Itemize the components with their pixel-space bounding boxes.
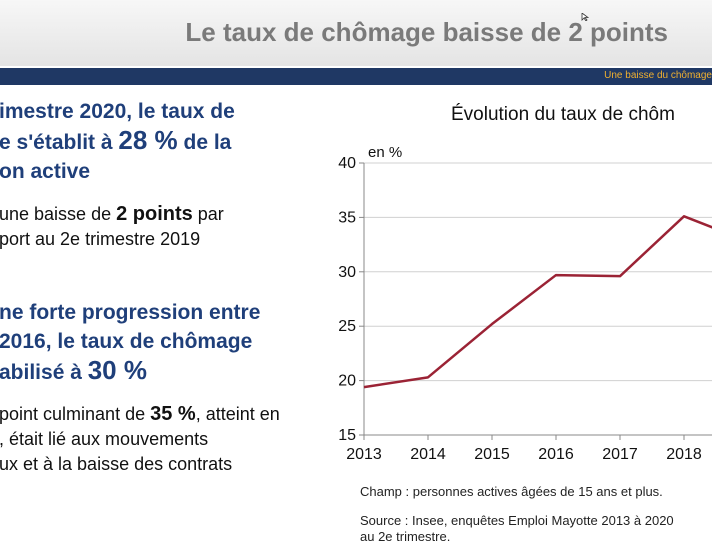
x-tick-label-2018: 2018	[666, 446, 702, 463]
series-group	[363, 215, 712, 389]
x-tick-label-2017: 2017	[602, 446, 638, 463]
x-tick-labels: 2013 2014 2015 2016 2017 2018	[346, 446, 702, 463]
block2-heading: ne forte progression entre 2016, le taux…	[0, 298, 260, 387]
block2-heading-line2: 2016, le taux de chômage	[0, 330, 253, 353]
axes	[359, 162, 712, 440]
block1-heading-line1: imestre 2020, le taux de	[0, 100, 235, 123]
block1-heading: imestre 2020, le taux de e s'établit à 2…	[0, 97, 235, 186]
section-bar-text: Une baisse du chômage	[604, 70, 712, 81]
grid-lines	[364, 162, 712, 382]
block1-heading-line3: on active	[0, 160, 91, 183]
y-tick-label-40: 40	[338, 155, 356, 172]
y-tick-label-15: 15	[338, 427, 356, 444]
y-tick-labels: 15 20 25 30 35 40	[338, 155, 356, 444]
block1-bullet-line1: une baisse de 2 points par	[0, 203, 224, 225]
block2-heading-line3: abilisé à 30 %	[0, 355, 147, 385]
y-tick-label-30: 30	[338, 264, 356, 281]
left-column: imestre 2020, le taux de e s'établit à 2…	[0, 0, 330, 550]
y-tick-label-25: 25	[338, 318, 356, 335]
note-champ: Champ : personnes actives âgées de 15 an…	[360, 484, 663, 499]
block1-heading-line2: e s'établit à 28 % de la	[0, 125, 232, 155]
block1-bullet-line2: port au 2e trimestre 2019	[0, 229, 201, 249]
slide-title: Le taux de chômage baisse de 2 points	[185, 17, 668, 47]
chart-title: Évolution du taux de chôm	[451, 104, 675, 125]
section-bar: Une baisse du chômage	[0, 68, 712, 85]
x-tick-label-2014: 2014	[410, 446, 446, 463]
note-source: Source : Insee, enquêtes Emploi Mayotte …	[360, 513, 674, 545]
block2-heading-line1: ne forte progression entre	[0, 301, 261, 324]
block2-bullet-line2: , était lié aux mouvements	[0, 429, 209, 449]
series-line-0	[363, 215, 712, 389]
y-tick-label-35: 35	[338, 209, 356, 226]
note-source-line2: au 2e trimestre.	[360, 529, 451, 544]
x-tick-label-2015: 2015	[474, 446, 510, 463]
rate-30: 30 %	[87, 355, 147, 385]
note-source-line1: Source : Insee, enquêtes Emploi Mayotte …	[360, 513, 674, 528]
y-axis-label: en %	[368, 144, 402, 161]
block2-bullet-line3: ux et à la baisse des contrats	[0, 454, 233, 474]
title-band	[0, 0, 712, 66]
x-tick-label-2016: 2016	[538, 446, 574, 463]
block1-bullet: une baisse de 2 points par port au 2e tr…	[0, 202, 224, 252]
block2-bullet: point culminant de 35 %, atteint en , ét…	[0, 402, 280, 477]
x-tick-label-2013: 2013	[346, 446, 382, 463]
y-tick-label-20: 20	[338, 373, 356, 390]
cursor-icon	[581, 13, 589, 21]
block2-bullet-line1: point culminant de 35 %, atteint en	[0, 403, 280, 425]
rate-28: 28 %	[118, 125, 178, 155]
